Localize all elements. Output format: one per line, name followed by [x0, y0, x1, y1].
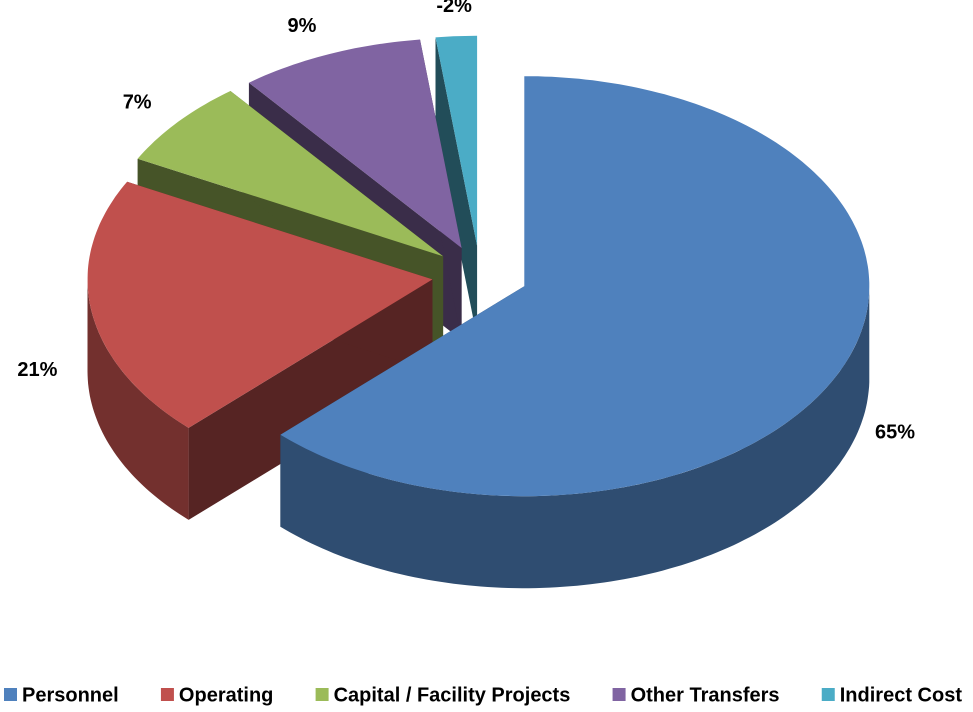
data-label: 65%: [875, 421, 915, 443]
slice-side: [87, 279, 189, 520]
slice: [280, 76, 870, 497]
data-label: 9%: [287, 15, 316, 37]
slice: [435, 35, 478, 246]
data-label: 7%: [123, 91, 152, 113]
legend-swatch: [4, 688, 17, 701]
data-label: -2%: [436, 0, 472, 17]
slice: [248, 39, 462, 248]
slice: [87, 181, 433, 428]
legend-swatch: [821, 688, 835, 701]
legend-label: Other Transfers: [631, 684, 780, 706]
data-label: 21%: [17, 359, 57, 381]
legend-swatch: [315, 688, 329, 701]
legend-swatch: [160, 688, 174, 701]
legend-label: Personnel: [22, 684, 119, 706]
legend-label: Indirect Cost: [840, 684, 963, 706]
legend-label: Capital / Facility Projects: [334, 684, 571, 706]
legend-swatch: [612, 688, 626, 701]
slice-side: [435, 37, 478, 338]
slice-side: [280, 286, 870, 589]
legend-label: Operating: [179, 684, 273, 706]
slice: [137, 91, 444, 257]
